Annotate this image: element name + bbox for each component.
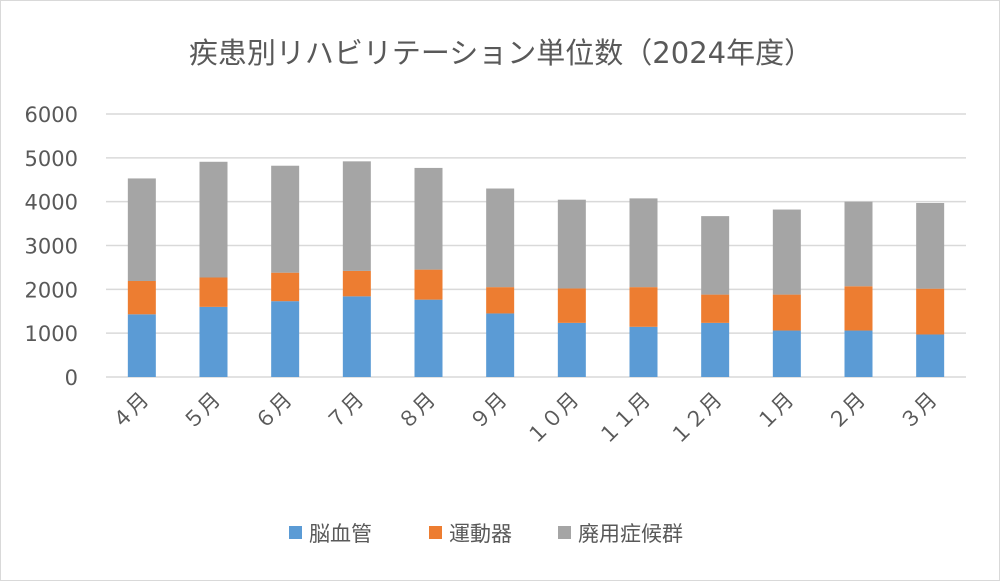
bar-運動器 [916,288,945,335]
x-tick-label: ４月 [107,388,154,435]
legend-label: 脳血管 [309,522,372,546]
bar-廃用症候群 [772,209,801,295]
bar-廃用症候群 [414,167,443,270]
y-tick-label: 5000 [25,147,78,171]
x-tick-label: ８月 [393,388,440,435]
bar-脳血管 [629,326,658,377]
bar-脳血管 [844,330,873,377]
legend-swatch [558,526,571,539]
bar-脳血管 [486,313,515,377]
bar-脳血管 [701,322,730,377]
y-tick-label: 0 [65,366,78,390]
x-tick-label: ５月 [178,388,225,435]
x-tick-label: ３月 [895,388,942,435]
bar-運動器 [342,270,371,297]
x-tick-label: ６月 [250,388,297,435]
bar-運動器 [199,277,228,307]
bar-脳血管 [916,334,945,377]
x-tick-label: １月 [752,388,799,435]
bar-脳血管 [557,322,586,377]
bar-廃用症候群 [199,161,228,278]
y-tick-label: 1000 [25,322,78,346]
bar-脳血管 [342,296,371,377]
bar-脳血管 [127,314,156,377]
bar-運動器 [772,294,801,331]
bar-廃用症候群 [629,198,658,288]
bar-廃用症候群 [557,199,586,289]
bar-廃用症候群 [342,161,371,271]
bar-廃用症候群 [916,202,945,289]
bar-運動器 [127,281,156,315]
bar-廃用症候群 [486,188,515,288]
chart-title: 疾患別リハビリテーション単位数（2024年度） [189,36,813,70]
bar-廃用症候群 [271,165,300,273]
x-tick-label: ７月 [322,388,369,435]
bar-廃用症候群 [701,216,730,295]
bar-廃用症候群 [844,201,873,287]
legend-label: 廃用症候群 [578,522,683,546]
x-tick-label: １１月 [594,388,656,450]
bar-脳血管 [271,301,300,377]
bar-運動器 [629,287,658,327]
y-tick-label: 3000 [25,235,78,259]
bar-脳血管 [414,299,443,377]
legend-swatch [429,526,442,539]
bar-運動器 [557,288,586,323]
bar-運動器 [486,287,515,314]
bar-脳血管 [772,330,801,377]
x-tick-label: １２月 [665,388,727,450]
x-tick-label: １０月 [522,388,584,450]
bar-運動器 [701,294,730,323]
x-tick-label: ２月 [823,388,870,435]
y-tick-label: 2000 [25,278,78,302]
bar-運動器 [271,272,300,302]
y-tick-label: 4000 [25,191,78,215]
legend-label: 運動器 [449,522,512,546]
bar-運動器 [844,286,873,331]
legend-swatch [289,526,302,539]
bar-運動器 [414,269,443,300]
y-tick-label: 6000 [25,103,78,127]
bar-脳血管 [199,306,228,377]
bar-廃用症候群 [127,178,156,282]
x-tick-label: ９月 [465,388,512,435]
